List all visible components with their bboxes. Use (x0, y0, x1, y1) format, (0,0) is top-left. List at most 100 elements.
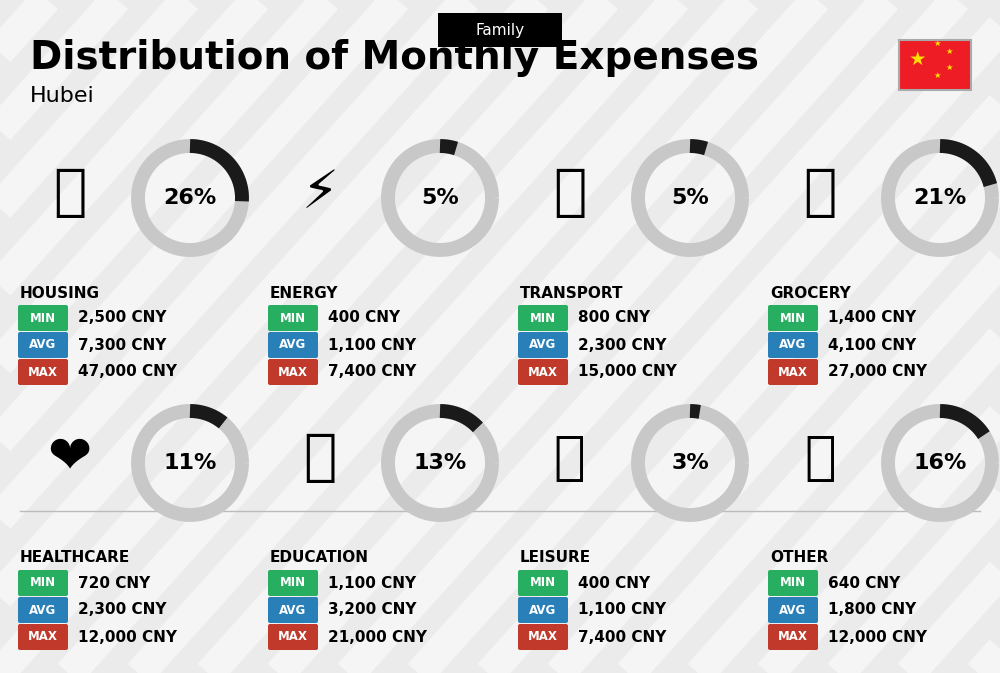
Text: 1,100 CNY: 1,100 CNY (328, 337, 416, 353)
Text: 5%: 5% (671, 188, 709, 208)
Text: AVG: AVG (779, 339, 807, 351)
FancyBboxPatch shape (268, 305, 318, 331)
FancyBboxPatch shape (18, 332, 68, 358)
Text: OTHER: OTHER (770, 551, 828, 565)
Text: ★: ★ (933, 71, 941, 79)
FancyBboxPatch shape (18, 570, 68, 596)
Text: MAX: MAX (28, 631, 58, 643)
FancyBboxPatch shape (438, 13, 562, 47)
Text: AVG: AVG (29, 604, 57, 616)
FancyBboxPatch shape (518, 597, 568, 623)
Text: Distribution of Monthly Expenses: Distribution of Monthly Expenses (30, 39, 759, 77)
FancyBboxPatch shape (518, 332, 568, 358)
FancyBboxPatch shape (268, 597, 318, 623)
Text: TRANSPORT: TRANSPORT (520, 285, 624, 301)
FancyBboxPatch shape (768, 359, 818, 385)
FancyBboxPatch shape (18, 305, 68, 331)
FancyBboxPatch shape (518, 624, 568, 650)
Text: MIN: MIN (280, 312, 306, 324)
FancyBboxPatch shape (18, 597, 68, 623)
Text: 7,400 CNY: 7,400 CNY (578, 629, 666, 645)
Text: 640 CNY: 640 CNY (828, 575, 900, 590)
Text: 720 CNY: 720 CNY (78, 575, 150, 590)
Text: 1,800 CNY: 1,800 CNY (828, 602, 916, 618)
Text: MAX: MAX (528, 631, 558, 643)
Text: ★: ★ (908, 50, 926, 69)
Text: 1,100 CNY: 1,100 CNY (328, 575, 416, 590)
Text: 7,400 CNY: 7,400 CNY (328, 365, 416, 380)
Text: 16%: 16% (913, 453, 967, 473)
Text: MAX: MAX (278, 365, 308, 378)
Text: MAX: MAX (28, 365, 58, 378)
Text: MAX: MAX (778, 365, 808, 378)
Text: MIN: MIN (780, 577, 806, 590)
Text: ⚡: ⚡ (302, 167, 338, 219)
Text: EDUCATION: EDUCATION (270, 551, 369, 565)
Text: 🛒: 🛒 (803, 166, 837, 220)
Text: 🎓: 🎓 (303, 431, 337, 485)
Text: AVG: AVG (529, 604, 557, 616)
Text: MIN: MIN (530, 577, 556, 590)
Text: GROCERY: GROCERY (770, 285, 851, 301)
Text: 🛍️: 🛍️ (554, 432, 586, 484)
Text: 3%: 3% (671, 453, 709, 473)
Text: 13%: 13% (413, 453, 467, 473)
Text: MAX: MAX (528, 365, 558, 378)
Text: Hubei: Hubei (30, 86, 95, 106)
Text: 5%: 5% (421, 188, 459, 208)
Text: AVG: AVG (529, 339, 557, 351)
Text: ★: ★ (945, 46, 953, 55)
FancyBboxPatch shape (268, 570, 318, 596)
FancyBboxPatch shape (768, 624, 818, 650)
Text: 47,000 CNY: 47,000 CNY (78, 365, 177, 380)
FancyBboxPatch shape (518, 570, 568, 596)
FancyBboxPatch shape (268, 359, 318, 385)
FancyBboxPatch shape (768, 305, 818, 331)
Text: 15,000 CNY: 15,000 CNY (578, 365, 677, 380)
Text: 2,300 CNY: 2,300 CNY (78, 602, 166, 618)
Text: 11%: 11% (163, 453, 217, 473)
Text: AVG: AVG (279, 604, 307, 616)
Text: ★: ★ (945, 63, 953, 71)
Text: HEALTHCARE: HEALTHCARE (20, 551, 130, 565)
Text: 26%: 26% (163, 188, 217, 208)
Text: MIN: MIN (280, 577, 306, 590)
FancyBboxPatch shape (768, 570, 818, 596)
Text: 400 CNY: 400 CNY (328, 310, 400, 326)
Text: 1,400 CNY: 1,400 CNY (828, 310, 916, 326)
Text: 800 CNY: 800 CNY (578, 310, 650, 326)
Text: 🏢: 🏢 (53, 166, 87, 220)
Text: 400 CNY: 400 CNY (578, 575, 650, 590)
Text: 4,100 CNY: 4,100 CNY (828, 337, 916, 353)
Text: AVG: AVG (279, 339, 307, 351)
Text: 3,200 CNY: 3,200 CNY (328, 602, 416, 618)
FancyBboxPatch shape (268, 624, 318, 650)
Text: ❤️: ❤️ (48, 432, 92, 484)
Text: Family: Family (475, 22, 525, 38)
Text: 12,000 CNY: 12,000 CNY (828, 629, 927, 645)
Text: 2,300 CNY: 2,300 CNY (578, 337, 666, 353)
Text: MIN: MIN (30, 312, 56, 324)
Text: LEISURE: LEISURE (520, 551, 591, 565)
Text: ENERGY: ENERGY (270, 285, 338, 301)
FancyBboxPatch shape (768, 332, 818, 358)
Text: MAX: MAX (778, 631, 808, 643)
Text: ★: ★ (933, 38, 941, 48)
Text: MAX: MAX (278, 631, 308, 643)
Text: 👜: 👜 (804, 432, 836, 484)
FancyBboxPatch shape (518, 305, 568, 331)
Text: 21%: 21% (913, 188, 967, 208)
FancyBboxPatch shape (268, 332, 318, 358)
Text: 1,100 CNY: 1,100 CNY (578, 602, 666, 618)
Text: 2,500 CNY: 2,500 CNY (78, 310, 166, 326)
Text: AVG: AVG (779, 604, 807, 616)
Text: MIN: MIN (780, 312, 806, 324)
FancyBboxPatch shape (18, 359, 68, 385)
FancyBboxPatch shape (899, 40, 971, 90)
Text: 27,000 CNY: 27,000 CNY (828, 365, 927, 380)
Text: 7,300 CNY: 7,300 CNY (78, 337, 166, 353)
Text: 21,000 CNY: 21,000 CNY (328, 629, 427, 645)
Text: 🚌: 🚌 (553, 166, 587, 220)
Text: MIN: MIN (530, 312, 556, 324)
FancyBboxPatch shape (518, 359, 568, 385)
